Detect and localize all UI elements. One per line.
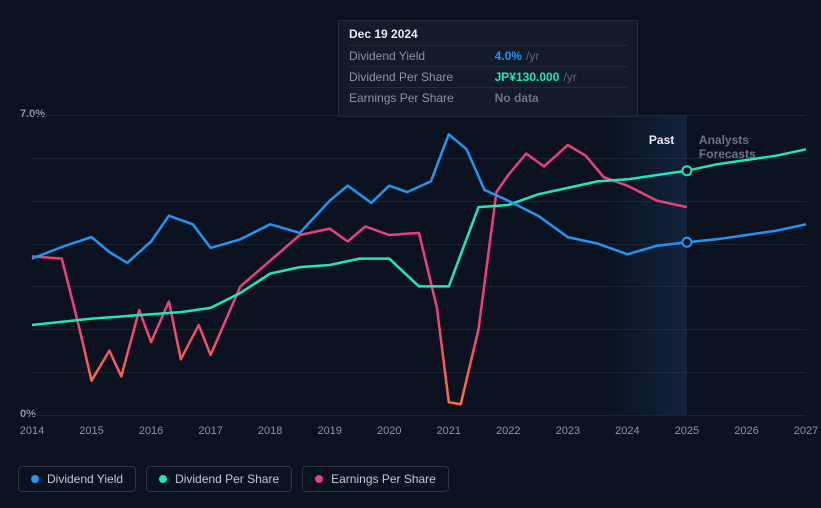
legend-dot-icon — [31, 475, 39, 483]
x-axis-year-label: 2018 — [258, 425, 282, 437]
x-axis-year-label: 2026 — [734, 425, 758, 437]
legend-label: Earnings Per Share — [331, 472, 436, 486]
tooltip-row: Dividend Per ShareJP¥130.000/yr — [349, 66, 627, 87]
legend-label: Dividend Yield — [47, 472, 123, 486]
legend-item[interactable]: Earnings Per Share — [302, 466, 449, 492]
legend-label: Dividend Per Share — [175, 472, 279, 486]
legend-dot-icon — [159, 475, 167, 483]
legend-item[interactable]: Dividend Per Share — [146, 466, 292, 492]
tooltip-metric-label: Earnings Per Share — [349, 91, 495, 105]
x-axis-year-label: 2019 — [317, 425, 341, 437]
dividend-yield-marker — [682, 238, 691, 247]
x-axis-year-label: 2016 — [139, 425, 163, 437]
tooltip-date: Dec 19 2024 — [349, 27, 627, 45]
tooltip-row: Earnings Per ShareNo data — [349, 87, 627, 108]
x-axis-year-label: 2023 — [556, 425, 580, 437]
chart-tooltip: Dec 19 2024 Dividend Yield4.0%/yrDividen… — [338, 20, 638, 117]
x-axis-year-label: 2015 — [79, 425, 103, 437]
x-axis-year-label: 2021 — [437, 425, 461, 437]
x-axis-year-label: 2014 — [20, 425, 44, 437]
legend-dot-icon — [315, 475, 323, 483]
tooltip-metric-label: Dividend Per Share — [349, 70, 495, 84]
x-axis-year-label: 2017 — [198, 425, 222, 437]
tooltip-metric-value: JP¥130.000/yr — [495, 70, 627, 84]
chart-plot-area[interactable]: Past Analysts Forecasts — [32, 115, 806, 415]
x-axis-year-label: 2020 — [377, 425, 401, 437]
tooltip-metric-value: 4.0%/yr — [495, 49, 627, 63]
chart-legend: Dividend Yield Dividend Per Share Earnings… — [18, 466, 449, 492]
x-axis-labels: 2014201520162017201820192020202120222023… — [32, 425, 806, 445]
tooltip-row: Dividend Yield4.0%/yr — [349, 45, 627, 66]
dividend-per-share-marker — [682, 166, 691, 175]
tooltip-metric-label: Dividend Yield — [349, 49, 495, 63]
x-axis-year-label: 2025 — [675, 425, 699, 437]
x-axis-year-label: 2024 — [615, 425, 639, 437]
x-axis-year-label: 2027 — [794, 425, 818, 437]
x-axis-year-label: 2022 — [496, 425, 520, 437]
grid-line — [32, 415, 806, 416]
chart-svg — [32, 115, 806, 415]
tooltip-metric-value: No data — [495, 91, 627, 105]
legend-item[interactable]: Dividend Yield — [18, 466, 136, 492]
